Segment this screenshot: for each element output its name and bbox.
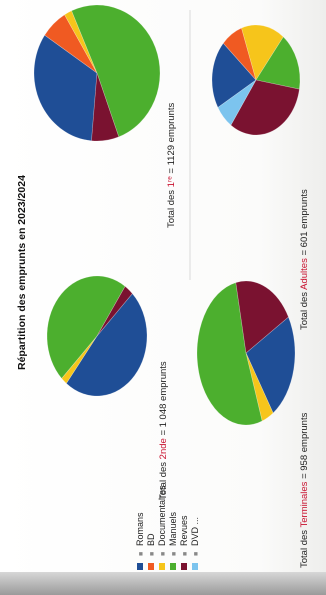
pie-slice-manuels xyxy=(255,36,301,90)
legend-swatch-romans xyxy=(137,563,143,570)
pie-seconde xyxy=(46,275,148,397)
pie-slice-dvd xyxy=(217,79,257,126)
legend-bullet: ■ xyxy=(171,552,178,556)
legend-bullet: ■ xyxy=(149,552,156,556)
legend-bullet: ■ xyxy=(182,552,189,556)
pie-premiere xyxy=(33,4,161,142)
caption-prefix: Total des xyxy=(166,187,177,228)
caption-suffix: = 1 048 emprunts xyxy=(158,361,169,438)
pie-slice-bd xyxy=(222,27,257,81)
caption-terminale: Total des Terminales = 958 emprunts xyxy=(299,412,310,568)
pie-slice-romans xyxy=(33,34,98,142)
legend-swatch-bd xyxy=(148,563,154,570)
pie-slice-documentaires xyxy=(245,352,274,422)
pie-slice-manuels xyxy=(71,4,161,138)
caption-group: Terminales xyxy=(299,481,310,527)
caption-prefix: Total des xyxy=(299,528,310,569)
pie-slice-romans xyxy=(211,42,257,108)
legend-bullet: ■ xyxy=(160,552,167,556)
pie-slice-manuels xyxy=(46,275,126,379)
pie-slice-documentaires xyxy=(64,10,98,74)
pie-slice-documentaires xyxy=(61,335,98,384)
pie-terminale xyxy=(196,280,296,426)
legend-label: DVD ... xyxy=(190,517,200,546)
legend-label: Documentaires xyxy=(157,485,167,546)
caption-suffix: = 601 emprunts xyxy=(299,189,310,258)
pie-slice-revues xyxy=(230,79,300,136)
caption-prefix: Total des xyxy=(299,290,310,330)
legend-label: Revues xyxy=(179,515,189,546)
caption-adultes: Total des Adultes = 601 emprunts xyxy=(299,189,310,330)
legend-swatch-manuels xyxy=(170,563,176,570)
legend-label: BD xyxy=(146,533,156,546)
caption-group: 2nde xyxy=(158,438,169,459)
legend-label: Manuels xyxy=(168,511,178,546)
slide-title: Répartition des emprunts en 2023/2024 xyxy=(16,175,28,370)
pie-slice-revues xyxy=(235,280,289,354)
pie-adultes xyxy=(211,24,301,136)
caption-group: 1ʳᵉ xyxy=(166,176,177,188)
caption-prefix: Total des xyxy=(158,459,169,500)
legend-bullet: ■ xyxy=(193,552,200,556)
caption-seconde: Total des 2nde = 1 048 emprunts xyxy=(158,361,169,500)
pie-slice-manuels xyxy=(196,282,263,426)
legend-bullet: ■ xyxy=(138,552,145,556)
legend-label: Romans xyxy=(135,512,145,546)
pie-charts xyxy=(33,4,301,426)
pie-slice-revues xyxy=(91,72,120,142)
legend-swatch-revues xyxy=(181,563,187,570)
pie-slice-documentaires xyxy=(241,24,284,81)
pie-slice-romans xyxy=(65,293,148,397)
caption-suffix: = 1129 emprunts xyxy=(166,102,177,176)
legend-swatch-dvd xyxy=(192,563,198,570)
caption-premiere: Total des 1ʳᵉ = 1129 emprunts xyxy=(166,102,177,228)
pie-slice-bd xyxy=(44,14,98,74)
photo-edge-shadow xyxy=(0,572,326,595)
legend-swatch-documentaires xyxy=(159,563,165,570)
pie-slice-romans xyxy=(245,316,296,414)
caption-group: Adultes xyxy=(299,258,310,290)
pie-slice-revues xyxy=(96,285,133,337)
caption-suffix: = 958 emprunts xyxy=(299,412,310,481)
legend: ■ Romans ■ BD ■ Documentaires ■ Manuels ■ Revues ■… xyxy=(135,485,200,570)
